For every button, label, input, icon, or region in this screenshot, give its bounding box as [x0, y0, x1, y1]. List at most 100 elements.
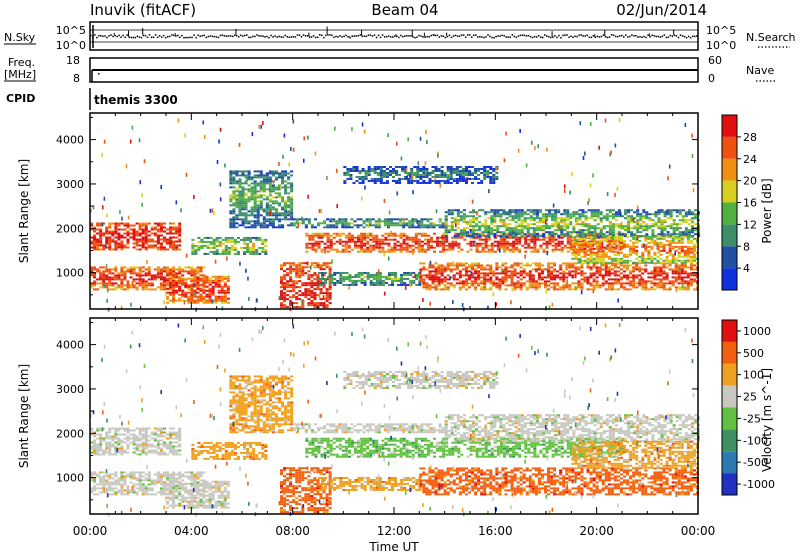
- power-cell: [249, 253, 252, 255]
- power-cell: [630, 233, 633, 235]
- power-cell: [475, 217, 478, 219]
- power-cell: [213, 251, 216, 253]
- power-cell: [450, 268, 453, 270]
- power-cell: [172, 280, 175, 282]
- power-cell: [241, 204, 244, 206]
- power-cell: [231, 237, 234, 239]
- power-cell: [560, 213, 563, 215]
- power-cell: [313, 262, 316, 264]
- power-cell: [415, 235, 418, 237]
- power-cell: [123, 244, 126, 246]
- power-cell: [246, 239, 249, 241]
- cpid-row: CPID themis 3300: [6, 88, 178, 110]
- power-cell: [284, 180, 287, 182]
- power-cell: [157, 235, 160, 237]
- power-cell: [359, 176, 362, 178]
- power-cell: [574, 268, 577, 270]
- power-cell: [318, 284, 321, 286]
- power-cell: [234, 239, 237, 241]
- power-cell: [175, 244, 178, 246]
- power-cell: [454, 217, 457, 219]
- power-cell: [157, 223, 160, 225]
- power-cell: [626, 268, 629, 270]
- power-cell: [675, 258, 678, 260]
- power-cell: [678, 276, 681, 278]
- nsky-point: [137, 36, 139, 38]
- power-cell: [532, 274, 535, 276]
- power-cell: [154, 235, 157, 237]
- power-cell: [477, 264, 480, 266]
- power-cell: [451, 245, 454, 247]
- power-cell: [503, 243, 506, 245]
- power-cell: [415, 233, 418, 235]
- power-cell: [275, 170, 278, 172]
- power-cell: [499, 209, 502, 211]
- power-cell: [653, 278, 656, 280]
- power-cell: [690, 274, 693, 276]
- power-cell: [108, 233, 111, 235]
- power-cell: [414, 226, 417, 228]
- nsky-point: [491, 37, 493, 39]
- power-cell: [269, 188, 272, 190]
- power-cell: [577, 238, 580, 240]
- power-cell: [620, 262, 623, 264]
- power-cell: [212, 286, 215, 288]
- power-cell: [661, 229, 664, 231]
- power-cell: [154, 233, 157, 235]
- power-cell: [609, 229, 612, 231]
- power-cell: [316, 262, 319, 264]
- power-cell: [489, 264, 492, 266]
- power-cell: [527, 235, 530, 237]
- power-cell: [484, 227, 487, 229]
- power-cell: [596, 276, 599, 278]
- power-cell: [509, 251, 512, 253]
- power-cell: [438, 284, 441, 286]
- power-cell: [520, 284, 523, 286]
- power-cell: [343, 182, 346, 184]
- power-cell: [580, 264, 583, 266]
- power-cell: [557, 235, 560, 237]
- power-cell: [181, 282, 184, 284]
- power-cell: [229, 182, 232, 184]
- power-cell: [687, 248, 690, 250]
- power-cell: [102, 266, 105, 268]
- nsky-point: [364, 35, 366, 37]
- power-cell: [444, 278, 447, 280]
- nsky-point: [643, 36, 645, 38]
- power-cell: [111, 282, 114, 284]
- power-cell: [456, 266, 459, 268]
- power-cell: [157, 274, 160, 276]
- power-cell: [254, 170, 257, 172]
- power-cell: [145, 286, 148, 288]
- power-cell: [381, 249, 384, 251]
- power-cell: [667, 209, 670, 211]
- power-cell: [169, 238, 172, 240]
- power-cell: [108, 242, 111, 244]
- power-cell: [495, 266, 498, 268]
- power-cell: [679, 233, 682, 235]
- power-cell: [238, 218, 241, 220]
- power-cell: [617, 252, 620, 254]
- power-cell: [398, 174, 401, 176]
- power-cell: [206, 290, 209, 292]
- power-cell: [541, 270, 544, 272]
- power-cell: [99, 238, 102, 240]
- power-cell: [502, 211, 505, 213]
- power-cell: [657, 233, 660, 235]
- power-cell: [574, 258, 577, 260]
- power-cell: [145, 231, 148, 233]
- power-cell: [96, 246, 99, 248]
- power-cell: [385, 278, 388, 280]
- power-cell: [547, 276, 550, 278]
- power-cell: [529, 280, 532, 282]
- power-cell: [493, 209, 496, 211]
- power-cell: [638, 256, 641, 258]
- power-cell: [690, 284, 693, 286]
- power-cell: [289, 302, 292, 304]
- power-cell: [471, 266, 474, 268]
- nsky-point: [621, 35, 623, 37]
- power-cell: [105, 242, 108, 244]
- power-cell: [632, 266, 635, 268]
- power-cell: [406, 245, 409, 247]
- power-cell: [466, 223, 469, 225]
